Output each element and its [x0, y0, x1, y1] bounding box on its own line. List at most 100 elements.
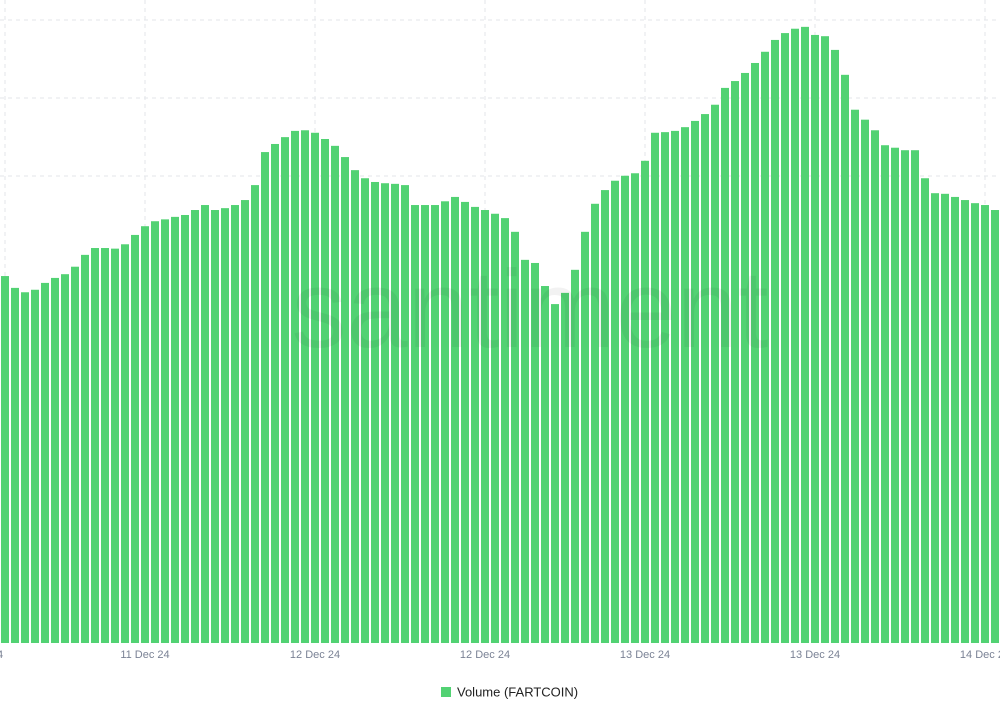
bar	[61, 274, 69, 643]
bar	[351, 170, 359, 643]
bar	[751, 62, 759, 643]
x-tick-label: 14 Dec 24	[960, 649, 1000, 661]
bar	[371, 181, 379, 644]
bar	[941, 193, 949, 643]
bar	[211, 210, 219, 643]
bar	[411, 205, 419, 643]
x-tick-label: 11 Dec 24	[120, 649, 169, 661]
bar	[101, 248, 109, 643]
bar	[1, 276, 9, 643]
bar	[991, 210, 999, 643]
bar	[391, 183, 399, 643]
bar	[651, 132, 659, 643]
bar	[891, 147, 899, 643]
bar	[531, 262, 539, 643]
bar	[11, 287, 19, 643]
bar	[851, 109, 859, 644]
bar	[511, 231, 519, 643]
bar	[801, 26, 809, 643]
x-tick-label: 12 Dec 24	[460, 649, 510, 661]
bar	[431, 205, 439, 643]
bar	[191, 210, 199, 643]
bar	[291, 130, 299, 644]
bar	[421, 205, 429, 643]
bar	[141, 226, 149, 643]
bar	[931, 193, 939, 643]
bar	[281, 137, 289, 643]
bar	[451, 196, 459, 643]
bar	[731, 81, 739, 643]
bar	[841, 74, 849, 644]
bar	[521, 259, 529, 643]
bar	[331, 145, 339, 643]
x-tick-label: 12 Dec 24	[290, 649, 340, 661]
bar	[961, 200, 969, 643]
bar	[261, 152, 269, 644]
bar	[681, 127, 689, 643]
bar	[151, 221, 159, 643]
bar	[161, 219, 169, 644]
bar	[501, 218, 509, 643]
bar	[561, 292, 569, 643]
bar	[971, 203, 979, 644]
watermark: santiment	[292, 248, 769, 371]
bar	[591, 203, 599, 643]
bar	[741, 72, 749, 643]
bar	[911, 150, 919, 643]
bars	[1, 26, 999, 644]
bar	[271, 143, 279, 644]
x-tick-label: 13 Dec 24	[790, 649, 840, 661]
bar	[791, 28, 799, 644]
bar	[761, 51, 769, 643]
bar	[631, 173, 639, 643]
bar	[311, 132, 319, 643]
bar	[461, 201, 469, 643]
bar	[471, 206, 479, 643]
bar	[71, 266, 79, 643]
bar	[701, 114, 709, 643]
bar	[171, 216, 179, 644]
bar	[981, 205, 989, 643]
bar	[811, 34, 819, 643]
bar	[81, 254, 89, 643]
bar	[871, 130, 879, 643]
bar	[201, 205, 209, 643]
bar	[861, 119, 869, 644]
bar	[231, 205, 239, 643]
bar	[831, 49, 839, 644]
bar	[781, 33, 789, 643]
bar	[121, 244, 129, 643]
bar	[951, 196, 959, 643]
bar	[671, 130, 679, 644]
bar	[771, 39, 779, 644]
legend-swatch	[441, 687, 451, 697]
bar	[341, 157, 349, 643]
bar	[691, 120, 699, 643]
bar	[221, 208, 229, 643]
bar	[301, 130, 309, 643]
bar	[621, 175, 629, 643]
bar	[921, 178, 929, 643]
bar	[41, 282, 49, 643]
bar	[131, 234, 139, 643]
bar	[491, 213, 499, 644]
h-grid	[0, 19, 1000, 177]
bar	[321, 138, 329, 644]
bar	[91, 248, 99, 643]
bar	[601, 190, 609, 644]
bar	[721, 87, 729, 644]
bar	[901, 150, 909, 643]
bar	[251, 185, 259, 643]
bar	[641, 160, 649, 643]
bar	[821, 36, 829, 643]
bar	[481, 210, 489, 643]
bar	[31, 289, 39, 643]
legend-label[interactable]: Volume (FARTCOIN)	[457, 684, 578, 699]
bar	[711, 104, 719, 643]
bar	[381, 183, 389, 643]
bar	[661, 132, 669, 643]
bar	[361, 178, 369, 643]
x-tick-label: 10 Dec 24	[0, 649, 3, 661]
